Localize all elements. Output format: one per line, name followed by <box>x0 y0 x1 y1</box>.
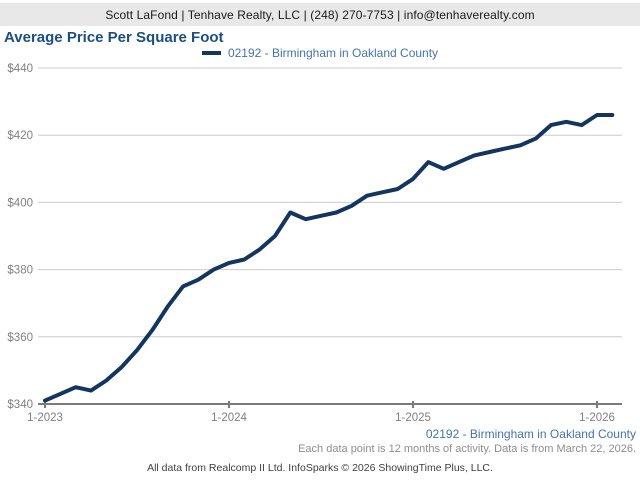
chart-legend: 02192 - Birmingham in Oakland County <box>0 46 640 60</box>
x-tick-label: 1-2025 <box>395 412 431 424</box>
y-tick-label: $360 <box>7 332 33 344</box>
y-tick-label: $400 <box>7 197 33 209</box>
y-tick-label: $420 <box>7 130 33 142</box>
contact-info: Scott LaFond | Tenhave Realty, LLC | (24… <box>105 7 535 22</box>
footer-data-note: Each data point is 12 months of activity… <box>298 443 636 455</box>
x-tick-label: 1-2024 <box>211 412 247 424</box>
price-series-line <box>43 113 615 403</box>
y-tick-label: $440 <box>7 63 33 75</box>
footer-series-label: 02192 - Birmingham in Oakland County <box>425 427 636 441</box>
footer-attribution: All data from Realcomp II Ltd. InfoSpark… <box>147 462 493 474</box>
legend-line-swatch <box>201 51 221 55</box>
y-tick-label: $380 <box>7 265 33 277</box>
contact-header-bar: Scott LaFond | Tenhave Realty, LLC | (24… <box>0 3 640 26</box>
page-title: Average Price Per Square Foot <box>4 29 224 46</box>
x-tick-label: 1-2023 <box>27 412 63 424</box>
x-tick-label: 1-2026 <box>579 412 615 424</box>
y-tick-label: $340 <box>7 399 33 411</box>
legend-series-label: 02192 - Birmingham in Oakland County <box>227 46 439 60</box>
